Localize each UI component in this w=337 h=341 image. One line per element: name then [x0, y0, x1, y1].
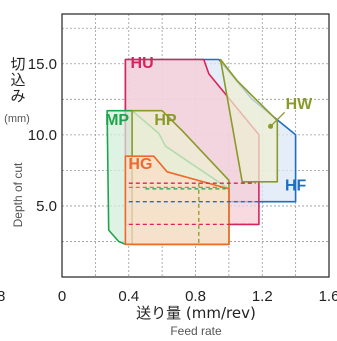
dashed-lines: [128, 180, 293, 243]
x-edge-tick-label: 8: [0, 288, 5, 305]
region-label-hu: HU: [131, 55, 154, 72]
y-axis-label-ja-3: み: [10, 87, 25, 105]
x-tick-label: 0.4: [118, 288, 139, 305]
y-tick-label: 15.0: [28, 56, 57, 73]
region-label-hw: HW: [286, 96, 314, 113]
region-label-mp: MP: [105, 112, 129, 129]
y-axis-sublabel: Depth of cut: [11, 162, 25, 227]
region-label-hf: HF: [285, 177, 307, 194]
y-tick-labels: 5.0 10.0 15.0: [28, 56, 57, 215]
y-tick-label: 10.0: [28, 127, 57, 144]
region-labels: HU HW MP HP HG HF: [105, 55, 313, 194]
x-axis-label: 送り量 (mm/rev): [136, 304, 256, 322]
x-tick-label: 1.2: [252, 288, 273, 305]
x-tick-label: 0.8: [185, 288, 206, 305]
x-tick-label: 1.6: [319, 288, 337, 305]
y-axis-label-ja-1: 切: [10, 55, 25, 73]
region-hg: [124, 155, 230, 246]
x-axis-sublabel: Feed rate: [170, 324, 222, 338]
x-tick-labels: 0 0.4 0.8 1.2 1.6: [58, 288, 337, 305]
hw-leader-line: [270, 111, 286, 127]
y-axis-label-ja-2: 込: [10, 71, 25, 89]
region-label-hp: HP: [154, 112, 177, 129]
region-label-hg: HG: [128, 156, 152, 173]
y-axis-label-unit: (mm): [4, 113, 30, 125]
hw-marker: [268, 123, 274, 129]
x-tick-label: 0: [58, 288, 66, 305]
y-tick-label: 5.0: [36, 198, 57, 215]
plot-frame: [61, 13, 330, 278]
region-hw: [219, 58, 279, 183]
regions: [106, 58, 297, 246]
